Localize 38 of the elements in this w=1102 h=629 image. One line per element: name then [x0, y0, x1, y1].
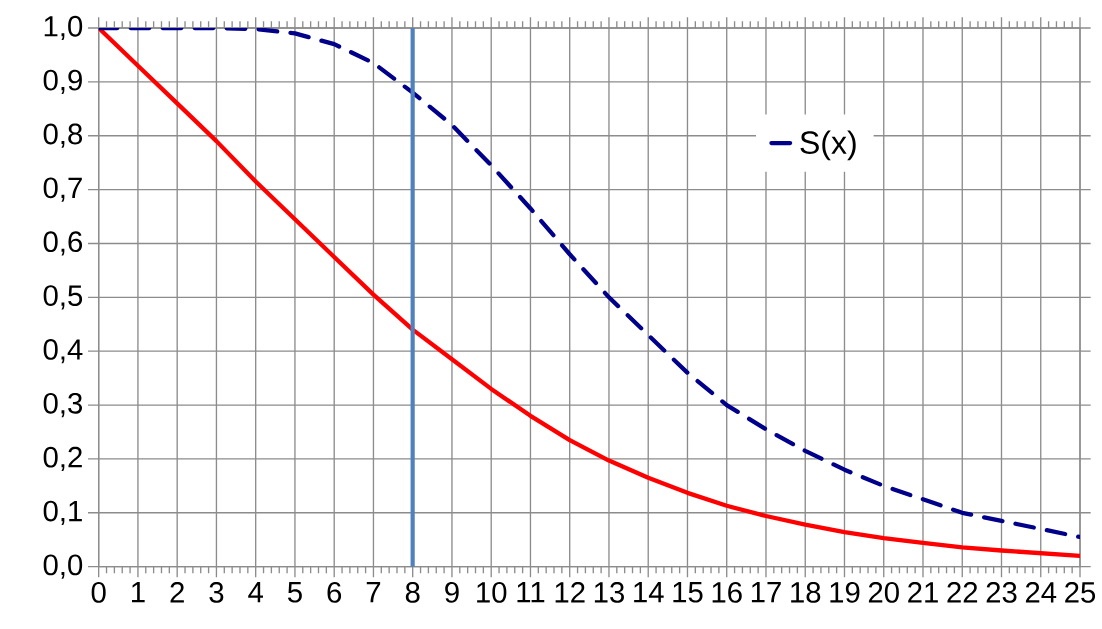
x-tick-label: 16 — [712, 582, 742, 603]
x-tick-label: 25 — [1065, 582, 1096, 603]
legend-label: S(x) — [800, 130, 856, 161]
x-tick-label: 17 — [751, 582, 781, 603]
x-tick-label: 20 — [868, 582, 899, 603]
x-tick-label: 9 — [445, 582, 459, 603]
x-tick-label: 18 — [791, 582, 821, 603]
x-tick-label: 10 — [477, 582, 507, 603]
x-tick-label: 19 — [830, 582, 860, 603]
x-tick-label: 11 — [517, 582, 545, 603]
x-tick-label: 12 — [555, 582, 585, 603]
x-tick-label: 15 — [673, 582, 703, 603]
y-tick-label: 0,3 — [43, 393, 83, 418]
y-tick-label: 0,8 — [43, 123, 83, 149]
x-tick-label: 23 — [986, 582, 1017, 603]
x-tick-label: 8 — [405, 582, 420, 603]
y-tick-label: 0,9 — [43, 69, 82, 95]
x-tick-label: 4 — [248, 582, 263, 603]
x-tick-label: 5 — [287, 582, 302, 603]
x-tick-label: 21 — [908, 582, 938, 603]
x-tick-label: 0 — [91, 582, 106, 603]
x-tick-label: 22 — [947, 582, 978, 603]
x-tick-label: 6 — [327, 582, 342, 603]
x-tick-label: 3 — [209, 582, 224, 603]
y-tick-label: 0,0 — [43, 554, 83, 579]
x-tick-label: 14 — [634, 582, 664, 603]
y-tick-label: 0,5 — [43, 285, 83, 310]
x-tick-label: 24 — [1025, 582, 1057, 603]
y-tick-label: 1,0 — [44, 16, 83, 41]
y-tick-label: 0,6 — [43, 231, 83, 256]
x-tick-label: 13 — [594, 582, 624, 603]
y-tick-label: 0,7 — [43, 177, 82, 202]
y-tick-label: 0,4 — [43, 339, 83, 364]
x-tick-label: 1 — [132, 582, 145, 603]
y-tick-label: 0,1 — [43, 500, 82, 526]
x-tick-label: 7 — [366, 582, 381, 603]
y-tick-label: 0,2 — [43, 446, 82, 472]
x-tick-label: 2 — [170, 582, 184, 603]
